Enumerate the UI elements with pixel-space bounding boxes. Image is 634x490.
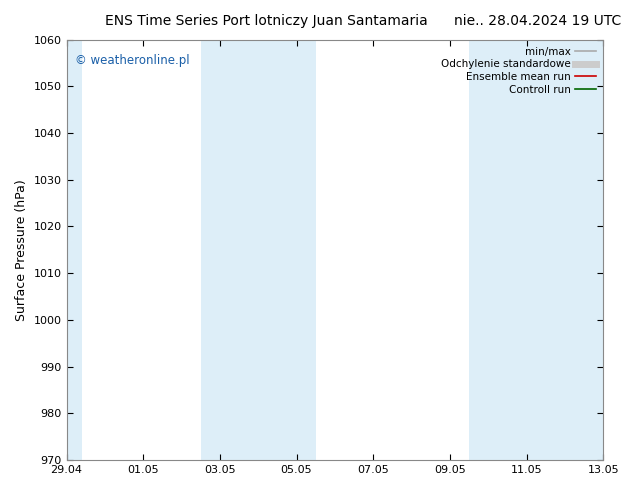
- Bar: [469, 40, 603, 460]
- Bar: [67, 40, 82, 460]
- Legend: min/max, Odchylenie standardowe, Ensemble mean run, Controll run: min/max, Odchylenie standardowe, Ensembl…: [439, 45, 598, 97]
- Y-axis label: Surface Pressure (hPa): Surface Pressure (hPa): [15, 179, 28, 321]
- Bar: [201, 40, 316, 460]
- Text: © weatheronline.pl: © weatheronline.pl: [75, 54, 189, 67]
- Text: ENS Time Series Port lotniczy Juan Santamaria: ENS Time Series Port lotniczy Juan Santa…: [105, 14, 428, 28]
- Text: nie.. 28.04.2024 19 UTC: nie.. 28.04.2024 19 UTC: [454, 14, 621, 28]
